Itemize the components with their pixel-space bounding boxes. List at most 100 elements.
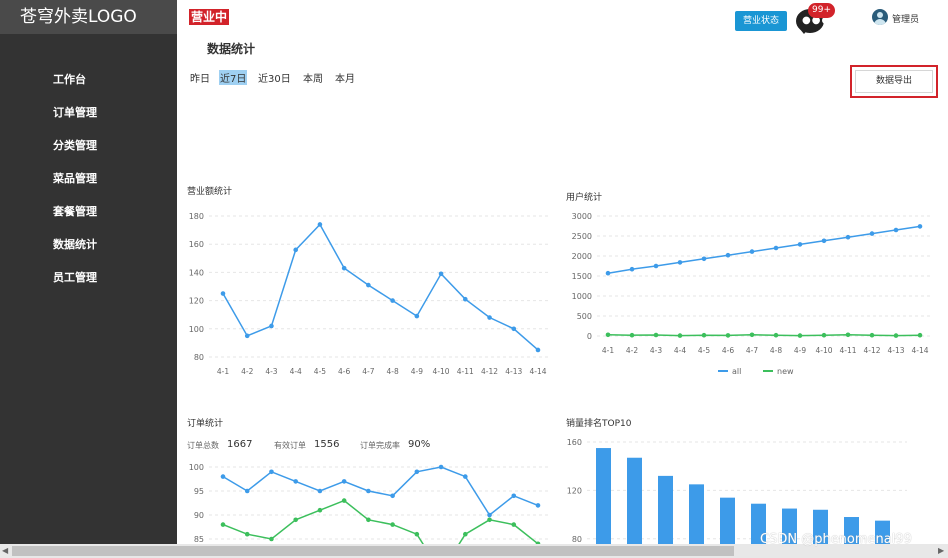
y-tick-label: 160 [189,240,204,249]
y-tick-label: 3000 [572,212,592,221]
x-tick-label: 4-14 [529,367,546,376]
x-tick-label: 4-8 [386,367,398,376]
data-point [535,347,541,353]
series-line-1 [222,466,539,517]
revenue-chart: 80 100 120 140 160 180 4-1 4-2 4-3 4-4 4-5 4-6 4-7 4-… [189,212,551,376]
legend-label-all: all [732,367,741,376]
data-point [893,227,899,233]
y-tick-label: 85 [194,535,204,544]
series-line-1 [222,223,539,351]
page-title: 数据统计 [207,42,256,56]
tab-last-30-days[interactable]: 近30日 [258,74,291,85]
data-point [821,332,827,338]
bar [658,475,673,544]
tab-yesterday[interactable]: 昨日 [190,74,210,85]
data-point [797,242,803,247]
data-point [341,265,347,271]
data-point [869,231,875,236]
sidebar-item-categories[interactable]: 分类管理 [53,139,97,152]
y-tick-label: 100 [189,325,204,334]
bar [875,520,890,544]
data-point [244,488,250,494]
data-point [317,488,323,494]
y-tick-label: 80 [572,535,582,544]
sidebar-item-dishes[interactable]: 菜品管理 [53,172,97,185]
data-point [341,479,347,484]
user-name[interactable]: 管理员 [892,15,920,25]
legend-label-new: new [777,367,794,376]
data-point [366,488,371,494]
bar [596,448,611,544]
data-point [653,263,659,269]
data-point [749,249,755,254]
user-chart: 0 500 1000 1500 2000 2500 3000 4-1 4-2 4-3 4-4 4-5 4… [572,212,932,376]
scroll-right-icon[interactable]: ▶ [938,546,945,555]
x-tick-label: 4-14 [911,346,928,355]
x-tick-label: 4-8 [770,346,782,355]
data-point [414,469,420,475]
tab-last-7-days[interactable]: 近7日 [219,70,248,85]
order-chart-title: 订单统计 [187,419,224,429]
data-point [269,469,274,475]
y-tick-label: 90 [194,511,204,520]
export-button[interactable]: 数据导出 [855,70,933,93]
data-point [749,332,755,338]
data-point [463,474,468,479]
y-tick-label: 160 [567,438,582,447]
tab-this-week[interactable]: 本周 [303,74,323,85]
data-point [438,271,444,277]
data-point [535,541,541,544]
data-point [293,517,298,523]
data-point [629,266,635,272]
data-point [269,536,274,542]
x-tick-label: 4-11 [839,346,856,355]
data-point [220,291,226,296]
y-tick-label: 1000 [572,292,592,301]
tab-this-month[interactable]: 本月 [335,74,355,85]
data-point [917,224,923,229]
top10-chart: 80 120 160 [567,438,907,544]
data-point [605,270,611,276]
horizontal-scrollbar[interactable]: ◀ ▶ [0,544,948,558]
data-point [677,333,683,338]
x-tick-label: 4-2 [626,346,638,355]
order-total-label: 订单总数 [187,441,219,450]
data-point [511,493,517,499]
scrollbar-thumb[interactable] [12,546,734,556]
y-tick-label: 2500 [572,232,592,241]
x-tick-label: 4-6 [338,367,350,376]
data-point [317,222,323,227]
user-avatar-icon[interactable] [872,9,888,25]
data-point [677,260,683,265]
data-point [390,298,395,303]
order-valid-label: 有效订单 [274,441,306,450]
watermark: CSDN @phenomenal99 [760,532,912,547]
data-point [317,507,323,513]
x-tick-label: 4-13 [505,367,522,376]
data-point [390,522,395,527]
data-point [220,474,226,479]
x-tick-label: 4-3 [650,346,662,355]
data-point [773,332,779,338]
series-line-new [607,334,921,337]
sidebar-item-workbench[interactable]: 工作台 [53,73,86,86]
x-tick-label: 4-1 [602,346,614,355]
y-tick-label: 0 [587,332,592,341]
data-point [293,479,298,484]
data-point [773,245,779,251]
data-point [917,332,923,338]
x-tick-label: 4-3 [265,367,277,376]
data-point [341,498,347,503]
shop-status-button[interactable]: 营业状态 [735,11,787,31]
sidebar-item-setmeals[interactable]: 套餐管理 [53,205,97,218]
order-rate-label: 订单完成率 [360,441,400,450]
sidebar-item-statistics[interactable]: 数据统计 [53,238,97,251]
scroll-left-icon[interactable]: ◀ [2,546,9,555]
data-point [414,531,420,537]
data-point [535,503,541,508]
sidebar-item-orders[interactable]: 订单管理 [53,106,97,119]
x-tick-label: 4-5 [314,367,326,376]
x-tick-label: 4-11 [457,367,474,376]
sidebar-item-employees[interactable]: 员工管理 [53,271,97,284]
y-tick-label: 500 [577,312,592,321]
